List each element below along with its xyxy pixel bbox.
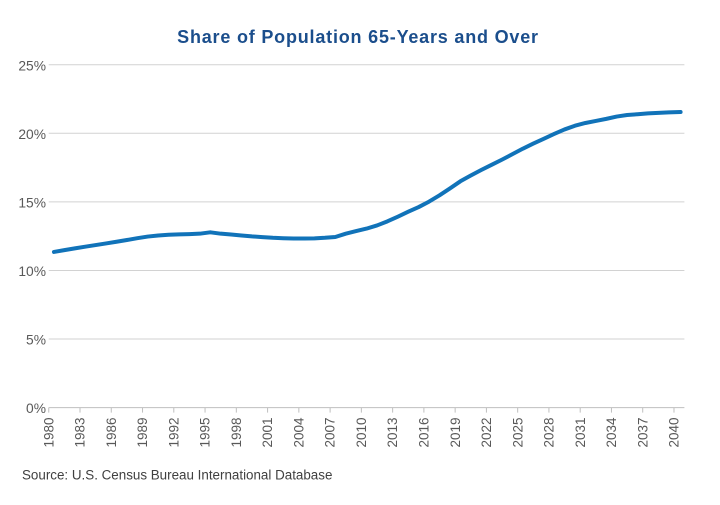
svg-text:Share of Population 65-Years a: Share of Population 65-Years and Over [177, 27, 539, 47]
svg-text:2034: 2034 [604, 417, 619, 448]
svg-text:10%: 10% [18, 264, 46, 279]
svg-text:2016: 2016 [416, 418, 431, 448]
svg-text:2007: 2007 [323, 418, 338, 448]
svg-text:25%: 25% [18, 58, 46, 73]
svg-text:2031: 2031 [573, 418, 588, 448]
svg-text:1998: 1998 [229, 418, 244, 448]
svg-text:2019: 2019 [448, 418, 463, 448]
svg-text:2001: 2001 [260, 418, 275, 448]
svg-text:2004: 2004 [291, 417, 306, 448]
svg-text:1992: 1992 [166, 418, 181, 448]
svg-text:1983: 1983 [73, 418, 88, 448]
svg-text:1986: 1986 [104, 418, 119, 448]
svg-text:2025: 2025 [510, 418, 525, 448]
svg-text:2010: 2010 [354, 418, 369, 448]
svg-text:2040: 2040 [667, 418, 682, 448]
svg-text:Source: U.S. Census Bureau Int: Source: U.S. Census Bureau International… [22, 468, 332, 483]
svg-text:1995: 1995 [198, 418, 213, 448]
svg-text:1989: 1989 [135, 418, 150, 448]
svg-text:2028: 2028 [542, 418, 557, 448]
svg-text:2037: 2037 [635, 418, 650, 448]
svg-text:0%: 0% [26, 401, 46, 416]
svg-text:2022: 2022 [479, 418, 494, 448]
svg-text:20%: 20% [18, 127, 46, 142]
svg-text:15%: 15% [18, 195, 46, 210]
svg-text:2013: 2013 [385, 418, 400, 448]
svg-text:5%: 5% [26, 333, 46, 348]
svg-text:1980: 1980 [41, 418, 56, 448]
